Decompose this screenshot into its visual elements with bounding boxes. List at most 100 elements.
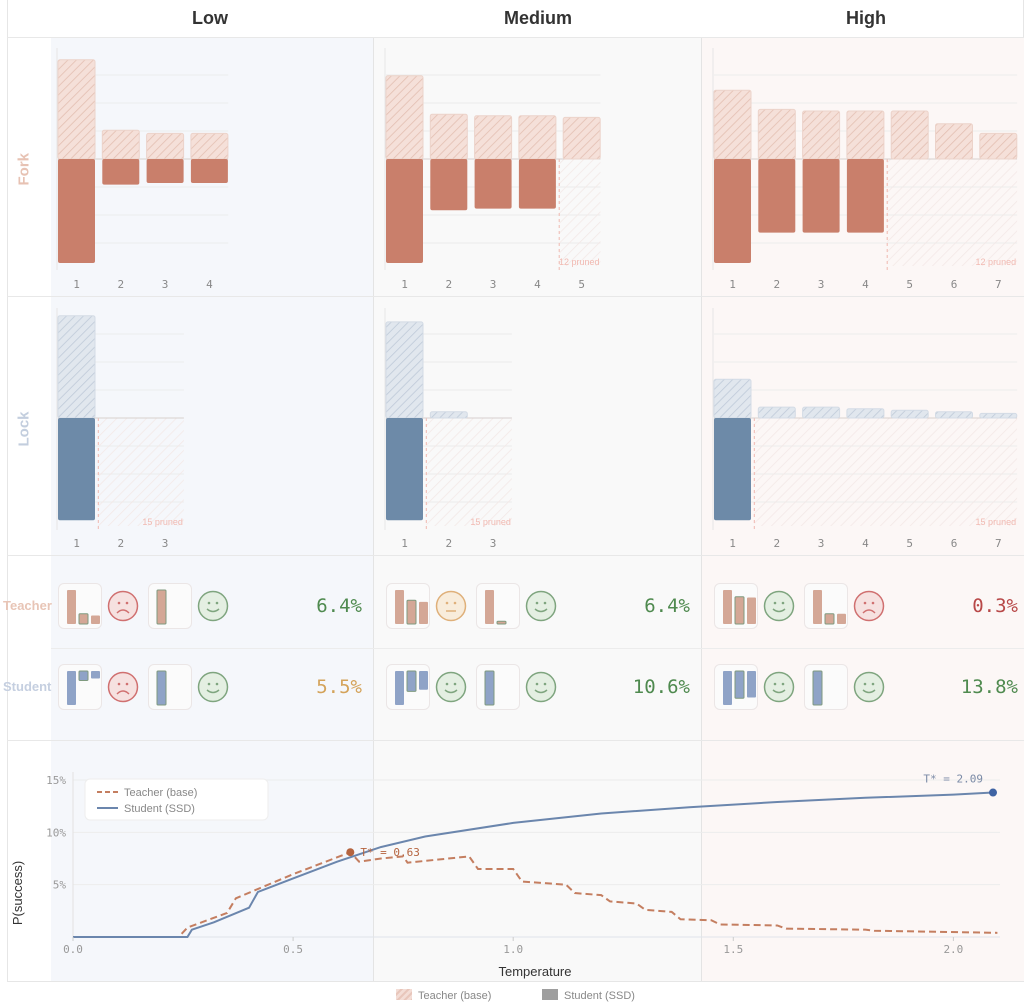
x-tick-label: 1 (401, 278, 408, 291)
bar-shape-icon (476, 583, 520, 629)
student-solid-swatch (542, 989, 558, 1000)
student-bar (190, 159, 228, 183)
teacher-bar (474, 115, 513, 160)
happy-face-icon (763, 590, 795, 622)
success-rate-value: 13.8% (960, 676, 1018, 698)
x-tick-label: 2.0 (943, 943, 963, 956)
optimum-label: T* = 2.09 (923, 773, 983, 786)
student-bar (58, 159, 95, 263)
teacher-line (73, 851, 998, 938)
bar-shape-icon (714, 583, 758, 629)
y-tick-label: 10% (46, 826, 66, 839)
teacher-bar (518, 115, 557, 160)
student-bar (802, 159, 840, 233)
x-tick-label: 0.5 (283, 943, 303, 956)
bar-shape-icon (476, 664, 520, 710)
y-tick-label: 15% (46, 774, 66, 787)
teacher-bar (146, 132, 185, 160)
bar-shape-icon (804, 664, 848, 710)
x-tick-label: 5 (906, 278, 913, 291)
success-rate-value: 10.6% (632, 676, 690, 698)
x-tick-label: 1.0 (503, 943, 523, 956)
optimum-label: T* = 0.63 (360, 846, 420, 859)
success-rate-value: 6.4% (316, 595, 362, 617)
y-axis-label: P(success) (10, 861, 25, 925)
row-divider (51, 648, 1024, 649)
success-rate-value: 6.4% (644, 595, 690, 617)
student-bar (714, 418, 751, 521)
bar-shape-icon (804, 583, 848, 629)
x-tick-label: 3 (490, 537, 497, 550)
teacher-bar (757, 108, 796, 160)
y-tick-label: 5% (53, 879, 67, 892)
pruned-label: 15 pruned (142, 517, 183, 527)
bottom-legend-teacher: Teacher (base) (396, 989, 491, 1002)
column-header-low: Low (192, 8, 228, 28)
bar-shape-icon (386, 664, 430, 710)
bottom-legend-student-label: Student (SSD) (564, 990, 635, 1002)
teacher-bar (57, 315, 96, 419)
sad-face-icon (853, 590, 885, 622)
legend-teacher-label: Teacher (base) (124, 787, 197, 799)
x-tick-label: 1 (73, 278, 80, 291)
neutral-face-icon (435, 590, 467, 622)
summary-row-label-teacher: Teacher (3, 598, 52, 613)
happy-face-icon (435, 671, 467, 703)
teacher-bar (935, 123, 973, 160)
x-tick-label: 2 (117, 278, 124, 291)
bar-shape-icon (714, 664, 758, 710)
column-header-medium: Medium (503, 8, 572, 28)
teacher-bar (757, 406, 796, 419)
teacher-bar (429, 411, 468, 419)
x-tick-label: 7 (995, 537, 1002, 550)
row-divider (7, 740, 1024, 741)
legend-student-label: Student (SSD) (124, 803, 195, 815)
teacher-bar (802, 406, 841, 419)
x-tick-label: 2 (117, 537, 124, 550)
student-bar (758, 159, 796, 233)
student-bar (474, 159, 512, 209)
student-bar (386, 159, 423, 263)
teacher-bar (713, 89, 752, 160)
bottom-legend-teacher-label: Teacher (base) (418, 990, 492, 1002)
x-tick-label: 2 (445, 537, 452, 550)
chart-legend: Teacher (base) Student (SSD) (84, 778, 269, 821)
happy-face-icon (525, 671, 557, 703)
lock-panel-high: 15 pruned 1 2 3 4 5 6 7 (712, 308, 1018, 550)
x-tick-label: 3 (818, 537, 825, 550)
pruned-label: 15 pruned (976, 517, 1017, 527)
teacher-bar (385, 321, 424, 419)
x-tick-label: 6 (951, 278, 958, 291)
optimum-marker (989, 788, 997, 797)
x-tick-label: 5 (906, 537, 913, 550)
fork-panel-high: 12 pruned 1 2 3 4 5 6 7 (712, 48, 1018, 291)
bar-shape-icon (58, 664, 102, 710)
sad-face-icon (107, 590, 139, 622)
teacher-bar (101, 129, 140, 160)
teacher-bar (802, 110, 841, 160)
x-tick-label: 2 (773, 278, 780, 291)
pruned-label: 12 pruned (559, 257, 600, 267)
fork-panel-medium: 12 pruned 1 2 3 4 5 (384, 48, 601, 291)
bar-shape-icon (148, 583, 192, 629)
summary-row-label-student: Student (3, 679, 52, 694)
x-tick-label: 1 (73, 537, 80, 550)
x-tick-label: 6 (951, 537, 958, 550)
x-tick-label: 3 (162, 537, 169, 550)
x-tick-label: 4 (206, 278, 213, 291)
x-tick-label: 0.0 (63, 943, 83, 956)
x-tick-label: 5 (578, 278, 585, 291)
lock-panel-medium: 15 pruned 1 2 3 (384, 308, 512, 550)
bar-shape-icon (148, 664, 192, 710)
teacher-hatch-swatch (396, 989, 412, 1000)
teacher-bar (713, 378, 752, 419)
optimum-marker (346, 848, 355, 857)
pruned-region (426, 418, 512, 526)
x-tick-label: 2 (445, 278, 452, 291)
x-tick-label: 4 (862, 537, 869, 550)
x-tick-label: 1 (729, 537, 736, 550)
teacher-bar (57, 59, 96, 160)
student-bar (102, 159, 140, 185)
pruned-label: 12 pruned (976, 257, 1017, 267)
